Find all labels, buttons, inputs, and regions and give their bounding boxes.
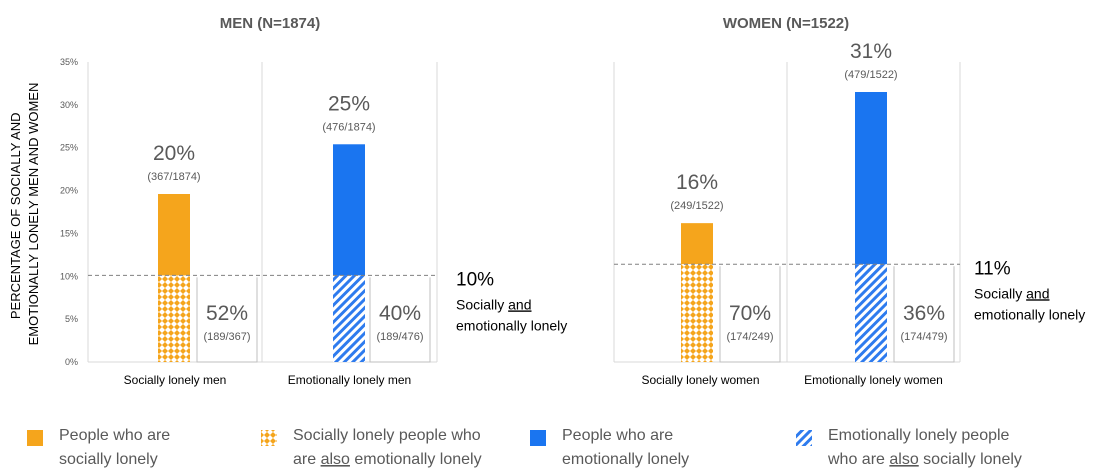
legend-line1: Emotionally lonely people bbox=[828, 427, 1010, 444]
orange-checker-square-icon bbox=[261, 430, 277, 446]
category-label: Socially lonely women bbox=[641, 373, 759, 387]
blue-hatched-square-icon bbox=[796, 430, 812, 446]
legend-line2-pre: who are bbox=[827, 451, 889, 468]
overlap-callout-box bbox=[893, 266, 955, 363]
reference-percent: 11% bbox=[974, 258, 1011, 279]
solid-blue-square-icon bbox=[530, 430, 546, 446]
legend-line2-post: emotionally lonely bbox=[350, 451, 482, 468]
legend-line2-post: socially lonely bbox=[919, 451, 1022, 468]
overlap-callout-box bbox=[719, 266, 781, 363]
social-bar bbox=[158, 194, 190, 276]
y-tick-label: 15% bbox=[60, 228, 78, 238]
category-label: Emotionally lonely men bbox=[288, 373, 411, 387]
chart-panel-men: MEN (N=1874) 0% 5% 10% 15% 20% 25% 30% 35% 20% (36… bbox=[60, 15, 567, 387]
legend-item: People who are emotionally lonely bbox=[530, 427, 689, 468]
y-axis-label-line1: PERCENTAGE OF SOCIALLY AND bbox=[8, 113, 23, 320]
chart-title: MEN (N=1874) bbox=[220, 15, 320, 32]
bar-fraction-label: (367/1874) bbox=[147, 171, 200, 183]
legend-line2: emotionally lonely bbox=[562, 451, 689, 468]
y-tick-label: 35% bbox=[60, 57, 78, 67]
reference-label-text: Socially bbox=[456, 296, 508, 312]
legend-item: Socially lonely people who are also emoti… bbox=[261, 427, 482, 468]
overlap-percent-label: 40% bbox=[379, 302, 421, 325]
reference-label-emphasis: and bbox=[508, 296, 531, 312]
overlap-fraction-label: (174/479) bbox=[900, 331, 947, 343]
y-tick-label: 0% bbox=[65, 357, 78, 367]
overlap-percent-label: 52% bbox=[206, 302, 248, 325]
category-label: Emotionally lonely women bbox=[804, 373, 943, 387]
legend-line2-emphasis: also bbox=[321, 451, 350, 468]
reference-percent: 10% bbox=[456, 269, 494, 290]
bar-value-label: 25% bbox=[328, 92, 370, 115]
y-tick-label: 20% bbox=[60, 186, 78, 196]
reference-label-emphasis: and bbox=[1026, 285, 1049, 301]
bar-fraction-label: (479/1522) bbox=[844, 69, 897, 81]
category-label: Socially lonely men bbox=[124, 373, 227, 387]
social-bar bbox=[681, 223, 713, 265]
legend-item: Emotionally lonely people who are also so… bbox=[796, 427, 1022, 468]
bar-fraction-label: (476/1874) bbox=[322, 121, 375, 133]
overlap-fraction-label: (189/367) bbox=[203, 331, 250, 343]
y-tick-label: 30% bbox=[60, 100, 78, 110]
y-axis-label: PERCENTAGE OF SOCIALLY AND EMOTIONALLY L… bbox=[8, 83, 41, 346]
reference-label-line1: Socially and bbox=[974, 285, 1050, 301]
social-overlap-bar bbox=[681, 264, 713, 362]
bar-fraction-label: (249/1522) bbox=[670, 200, 723, 212]
y-tick-label: 10% bbox=[60, 271, 78, 281]
reference-label-line2: emotionally lonely bbox=[974, 306, 1085, 322]
emotional-overlap-bar bbox=[333, 275, 365, 362]
legend-line1: Socially lonely people who bbox=[293, 427, 481, 444]
emotional-overlap-bar bbox=[855, 264, 887, 362]
bar-value-label: 16% bbox=[676, 171, 718, 194]
legend-line1: People who are bbox=[59, 427, 170, 444]
bar-value-label: 20% bbox=[153, 142, 195, 165]
chart-panel-women: WOMEN (N=1522) 16% (249/1522) 70% (174/249) S… bbox=[613, 15, 1085, 387]
reference-label-line1: Socially and bbox=[456, 296, 532, 312]
chart-panels: MEN (N=1874) 0% 5% 10% 15% 20% 25% 30% 35% 20% (36… bbox=[60, 15, 1085, 387]
solid-orange-square-icon bbox=[27, 430, 43, 446]
emotional-bar bbox=[855, 92, 887, 265]
reference-label-line2: emotionally lonely bbox=[456, 317, 567, 333]
chart-title: WOMEN (N=1522) bbox=[723, 15, 849, 32]
y-axis-label-line2: EMOTIONALLY LONELY MEN AND WOMEN bbox=[26, 83, 41, 346]
emotional-bar bbox=[333, 144, 365, 276]
reference-label-text: Socially bbox=[974, 285, 1026, 301]
bar-value-label: 31% bbox=[850, 40, 892, 63]
legend-line2: who are also socially lonely bbox=[827, 451, 1022, 468]
legend-line1: People who are bbox=[562, 427, 673, 444]
overlap-fraction-label: (189/476) bbox=[376, 331, 423, 343]
overlap-fraction-label: (174/249) bbox=[726, 331, 773, 343]
overlap-percent-label: 70% bbox=[729, 302, 771, 325]
overlap-callout-box bbox=[369, 277, 431, 363]
y-tick-label: 25% bbox=[60, 143, 78, 153]
legend-line2: socially lonely bbox=[59, 451, 158, 468]
overlap-callout-box bbox=[196, 277, 258, 363]
legend-line2: are also emotionally lonely bbox=[293, 451, 482, 468]
overlap-percent-label: 36% bbox=[903, 302, 945, 325]
legend-line2-pre: are bbox=[293, 451, 321, 468]
legend: People who are socially lonely Socially lo… bbox=[27, 427, 1022, 468]
legend-item: People who are socially lonely bbox=[27, 427, 170, 468]
legend-line2-emphasis: also bbox=[889, 451, 918, 468]
y-tick-label: 5% bbox=[65, 314, 78, 324]
social-overlap-bar bbox=[158, 275, 190, 362]
